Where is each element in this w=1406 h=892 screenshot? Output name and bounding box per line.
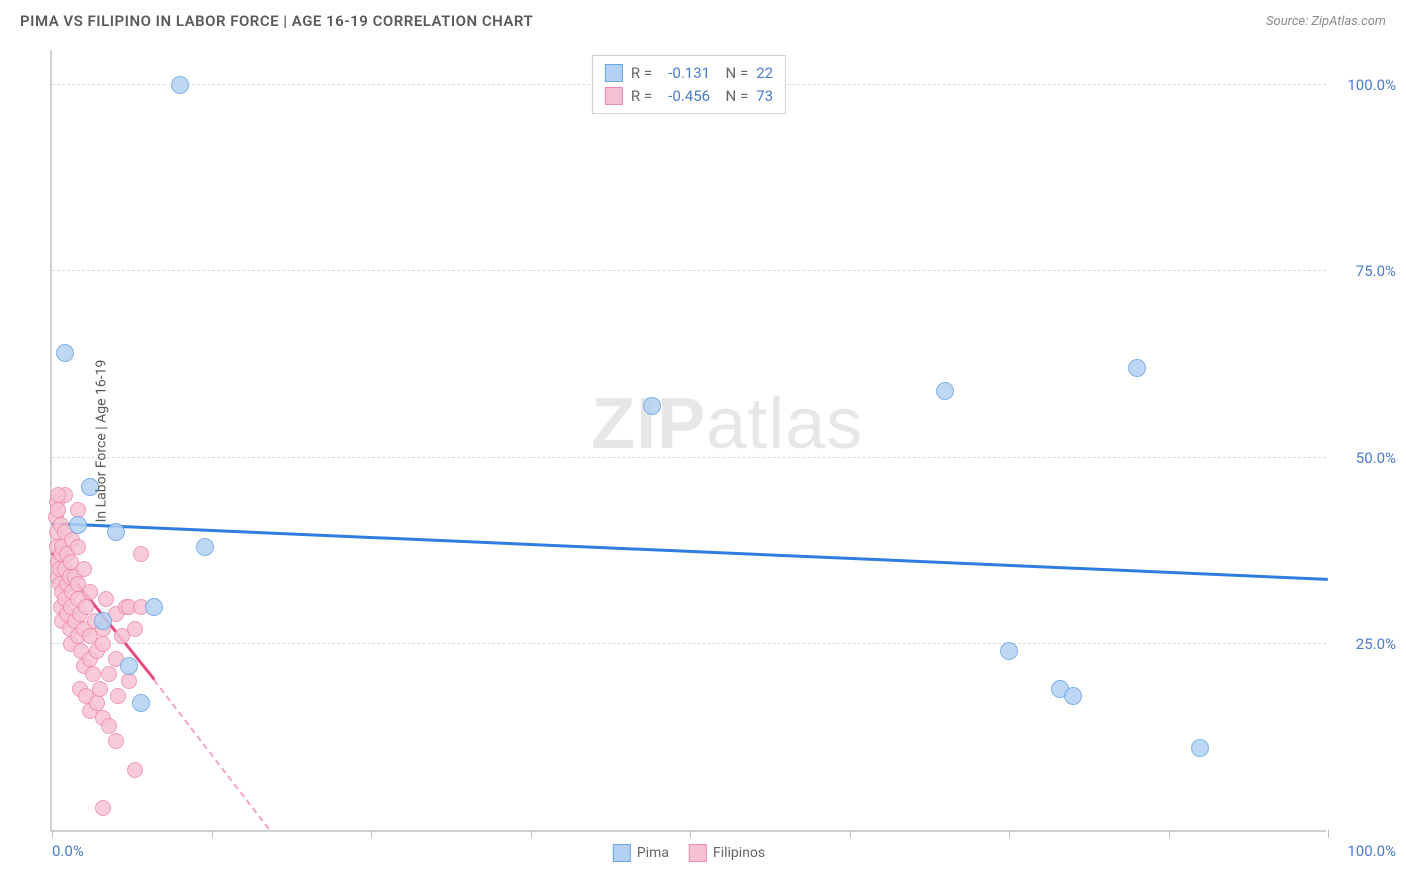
legend-swatch	[613, 844, 631, 862]
r-value: -0.131	[660, 62, 710, 85]
xtick	[850, 830, 851, 838]
ytick-label: 25.0%	[1336, 635, 1396, 653]
n-label: N =	[718, 85, 748, 108]
data-point	[936, 382, 954, 400]
xtick	[1328, 830, 1329, 838]
ytick-label: 50.0%	[1336, 449, 1396, 467]
xtick	[1169, 830, 1170, 838]
plot-region: ZIPatlas 25.0%50.0%75.0%100.0%0.0%100.0%…	[50, 50, 1326, 832]
gridline	[52, 457, 1326, 458]
legend-item: Pima	[613, 844, 669, 862]
legend-label: Filipinos	[713, 845, 765, 861]
xtick	[1009, 830, 1010, 838]
data-point	[95, 800, 111, 816]
xtick	[212, 830, 213, 838]
data-point	[196, 538, 214, 556]
ytick-label: 75.0%	[1336, 262, 1396, 280]
data-point	[133, 546, 149, 562]
legend-swatch	[605, 64, 623, 82]
xtick	[690, 830, 691, 838]
xtick	[52, 830, 53, 838]
r-value: -0.456	[660, 85, 710, 108]
data-point	[101, 718, 117, 734]
gridline	[52, 270, 1326, 271]
ytick-label: 100.0%	[1336, 76, 1396, 94]
data-point	[78, 599, 94, 615]
xaxis-max-label: 100.0%	[1347, 842, 1396, 860]
legend-swatch	[689, 844, 707, 862]
r-label: R =	[631, 85, 652, 108]
source-label: Source: ZipAtlas.com	[1266, 14, 1386, 29]
xtick	[531, 830, 532, 838]
data-point	[89, 695, 105, 711]
data-point	[643, 397, 661, 415]
watermark: ZIPatlas	[591, 383, 863, 465]
data-point	[171, 76, 189, 94]
legend-swatch	[605, 87, 623, 105]
data-point	[1191, 739, 1209, 757]
data-point	[1000, 642, 1018, 660]
bottom-legend: Pima Filipinos	[613, 844, 765, 862]
data-point	[76, 561, 92, 577]
data-point	[127, 762, 143, 778]
chart-title: PIMA VS FILIPINO IN LABOR FORCE | AGE 16…	[20, 12, 533, 30]
data-point	[94, 612, 112, 630]
r-label: R =	[631, 62, 652, 85]
data-point	[121, 673, 137, 689]
xaxis-min-label: 0.0%	[52, 842, 84, 860]
data-point	[108, 733, 124, 749]
data-point	[50, 487, 66, 503]
stats-legend: R = -0.131 N = 22 R = -0.456 N = 73	[592, 55, 786, 114]
data-point	[98, 591, 114, 607]
data-point	[1128, 359, 1146, 377]
n-value: 22	[756, 62, 773, 85]
data-point	[110, 688, 126, 704]
xtick	[371, 830, 372, 838]
stats-row: R = -0.456 N = 73	[605, 85, 773, 108]
legend-item: Filipinos	[689, 844, 765, 862]
data-point	[85, 666, 101, 682]
legend-label: Pima	[637, 845, 669, 861]
data-point	[120, 657, 138, 675]
data-point	[82, 584, 98, 600]
data-point	[127, 621, 143, 637]
trendline	[153, 679, 269, 829]
gridline	[52, 643, 1326, 644]
data-point	[92, 681, 108, 697]
chart-area: ZIPatlas 25.0%50.0%75.0%100.0%0.0%100.0%…	[50, 50, 1326, 832]
data-point	[95, 636, 111, 652]
data-point	[1064, 687, 1082, 705]
data-point	[107, 523, 125, 541]
n-label: N =	[718, 62, 748, 85]
trendline	[52, 522, 1328, 581]
yaxis-title: In Labor Force | Age 16-19	[93, 360, 109, 523]
n-value: 73	[756, 85, 773, 108]
data-point	[101, 666, 117, 682]
data-point	[132, 694, 150, 712]
data-point	[56, 344, 74, 362]
data-point	[69, 516, 87, 534]
stats-row: R = -0.131 N = 22	[605, 62, 773, 85]
data-point	[70, 539, 86, 555]
data-point	[145, 598, 163, 616]
data-point	[50, 502, 66, 518]
